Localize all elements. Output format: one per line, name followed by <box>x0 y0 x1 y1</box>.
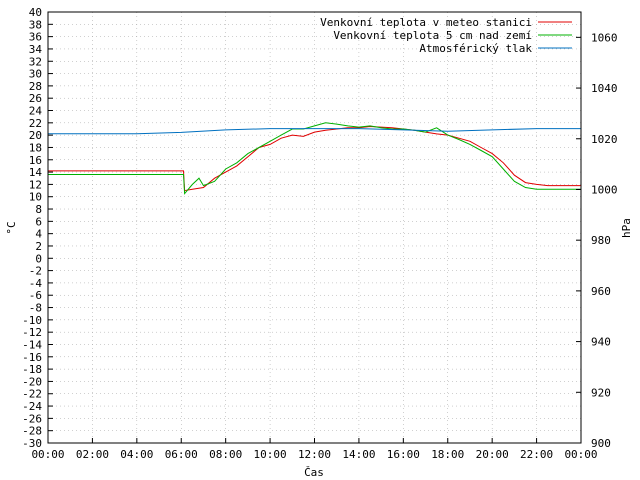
y-tick-label: 4 <box>35 228 42 241</box>
y2-axis-label: hPa <box>620 218 633 238</box>
x-tick-label: 00:00 <box>31 448 64 461</box>
y-tick-label: -8 <box>29 302 42 315</box>
y-tick-label: 32 <box>29 55 42 68</box>
y2-tick-label: 940 <box>591 336 611 349</box>
axis-ticks <box>47 11 582 444</box>
y2-tick-label: 1040 <box>591 82 618 95</box>
x-tick-label: 06:00 <box>165 448 198 461</box>
y-tick-label: -24 <box>22 400 42 413</box>
legend: Venkovní teplota v meteo staniciVenkovní… <box>320 16 572 55</box>
y2-tick-label: 1060 <box>591 31 618 44</box>
y-tick-label: 8 <box>35 203 42 216</box>
x-tick-label: 14:00 <box>342 448 375 461</box>
x-tick-label: 08:00 <box>209 448 242 461</box>
y2-tick-label: 900 <box>591 437 611 450</box>
y2-axis-tick-labels: 1060 1040 1020 1000 980 960 940 920 900 <box>591 31 618 450</box>
y-tick-label: -16 <box>22 351 42 364</box>
y-tick-label: 14 <box>29 166 43 179</box>
y2-tick-label: 1000 <box>591 183 618 196</box>
y-tick-label: -2 <box>29 265 42 278</box>
x-tick-label: 16:00 <box>387 448 420 461</box>
y-tick-label: 34 <box>29 43 43 56</box>
x-tick-label: 22:00 <box>520 448 553 461</box>
x-axis-tick-labels: 00:00 02:00 04:00 06:00 08:00 10:00 12:00 14:00… <box>31 448 597 461</box>
y-tick-label: -20 <box>22 375 42 388</box>
y-tick-label: -12 <box>22 326 42 339</box>
y-tick-label: 24 <box>29 105 43 118</box>
legend-label: Venkovní teplota 5 cm nad zemí <box>333 29 532 42</box>
y-tick-label: 0 <box>35 252 42 265</box>
x-tick-label: 10:00 <box>254 448 287 461</box>
y-tick-label: 22 <box>29 117 42 130</box>
y-tick-label: 2 <box>35 240 42 253</box>
series-line-1 <box>48 122 581 195</box>
y2-tick-label: 960 <box>591 285 611 298</box>
x-axis-label: Čas <box>304 466 324 479</box>
y-tick-label: 40 <box>29 6 42 19</box>
x-tick-label: 00:00 <box>564 448 597 461</box>
x-tick-label: 04:00 <box>120 448 153 461</box>
y-tick-label: -14 <box>22 338 42 351</box>
y-tick-label: -28 <box>22 425 42 438</box>
y2-tick-label: 920 <box>591 386 611 399</box>
y-tick-label: 20 <box>29 129 42 142</box>
y-tick-label: -22 <box>22 388 42 401</box>
y-tick-label: 6 <box>35 215 42 228</box>
y2-tick-label: 980 <box>591 234 611 247</box>
x-tick-label: 18:00 <box>431 448 464 461</box>
legend-label: Venkovní teplota v meteo stanici <box>320 16 532 29</box>
y-tick-label: 28 <box>29 80 42 93</box>
x-tick-label: 02:00 <box>76 448 109 461</box>
y-tick-label: 36 <box>29 31 42 44</box>
x-tick-label: 20:00 <box>476 448 509 461</box>
y-axis-tick-labels: 4038363432302826242220181614121086420-2-… <box>22 6 42 450</box>
legend-label: Atmosférický tlak <box>419 42 532 55</box>
y-tick-label: -30 <box>22 437 42 450</box>
y-tick-label: 10 <box>29 191 42 204</box>
series-line-0 <box>48 125 581 192</box>
y-tick-label: -18 <box>22 363 42 376</box>
y-tick-label: -4 <box>29 277 43 290</box>
x-tick-label: 12:00 <box>298 448 331 461</box>
y-tick-label: 30 <box>29 68 42 81</box>
y-tick-label: 26 <box>29 92 42 105</box>
y-tick-label: 16 <box>29 154 42 167</box>
series-lines <box>48 122 581 195</box>
series-line-2 <box>48 128 581 135</box>
y-tick-label: -10 <box>22 314 42 327</box>
y-tick-label: -6 <box>29 289 42 302</box>
y-tick-label: 18 <box>29 141 42 154</box>
grid-lines <box>47 11 582 444</box>
y-tick-label: -26 <box>22 412 42 425</box>
y-axis-label: °C <box>5 221 18 234</box>
y-tick-label: 38 <box>29 18 42 31</box>
y-tick-label: 12 <box>29 178 42 191</box>
y2-tick-label: 1020 <box>591 133 618 146</box>
